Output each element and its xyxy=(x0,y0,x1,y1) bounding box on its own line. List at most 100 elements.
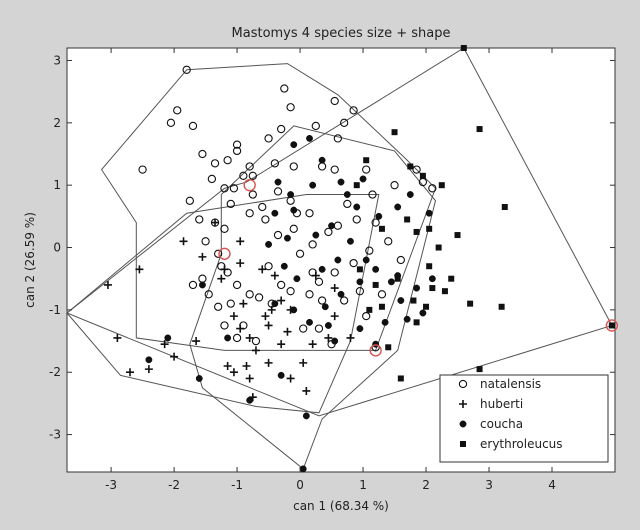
point-huberti-39 xyxy=(311,271,320,280)
legend-label-coucha: coucha xyxy=(480,417,523,431)
point-huberti-19 xyxy=(330,312,339,321)
point-huberti-10 xyxy=(264,358,273,367)
point-natalensis-10 xyxy=(232,146,242,156)
point-erythroleucus-10 xyxy=(394,275,401,282)
point-natalensis-69 xyxy=(339,296,349,305)
y-tick-label-3: 0 xyxy=(53,241,61,255)
point-natalensis-6 xyxy=(277,124,286,134)
point-natalensis-93 xyxy=(286,103,295,112)
point-coucha-43 xyxy=(343,191,351,198)
point-huberti-1 xyxy=(236,237,245,246)
point-coucha-46 xyxy=(337,290,345,298)
y-tick-label-1: 2 xyxy=(53,116,61,130)
point-natalensis-80 xyxy=(390,181,399,190)
point-huberti-2 xyxy=(236,259,245,268)
point-huberti-12 xyxy=(229,368,238,377)
legend-entry-huberti: huberti xyxy=(459,397,523,411)
x-tick-label-1: -2 xyxy=(168,478,180,492)
point-natalensis-23 xyxy=(185,196,194,205)
point-natalensis-3 xyxy=(188,121,198,131)
x-tick-label-7: 4 xyxy=(548,478,556,492)
y-axis-label: can 2 (26.59 %) xyxy=(23,212,37,308)
legend-marker-natalensis xyxy=(458,379,468,389)
point-coucha-45 xyxy=(293,275,301,283)
point-natalensis-33 xyxy=(220,224,229,233)
point-natalensis-52 xyxy=(232,333,242,343)
point-huberti-20 xyxy=(346,333,355,342)
point-huberti-6 xyxy=(261,312,270,321)
legend-marker-coucha xyxy=(459,420,467,428)
chart-title: Mastomys 4 species size + shape xyxy=(232,26,451,41)
point-natalensis-89 xyxy=(343,199,352,209)
point-erythroleucus-30 xyxy=(372,281,379,288)
point-natalensis-18 xyxy=(223,156,232,165)
point-coucha-19 xyxy=(375,212,383,220)
point-erythroleucus-9 xyxy=(501,204,508,210)
point-coucha-53 xyxy=(277,371,285,379)
y-tick-label-5: -2 xyxy=(49,365,61,379)
point-natalensis-59 xyxy=(289,224,298,233)
point-natalensis-47 xyxy=(277,280,286,290)
highlight-point-0 xyxy=(218,247,231,260)
point-coucha-4 xyxy=(353,203,361,211)
y-tick-label-4: -1 xyxy=(49,303,61,317)
point-natalensis-68 xyxy=(314,277,324,286)
point-erythroleucus-11 xyxy=(426,263,433,270)
point-huberti-24 xyxy=(103,280,112,289)
point-erythroleucus-20 xyxy=(378,225,385,232)
y-tick-label-2: 1 xyxy=(53,178,61,192)
point-natalensis-7 xyxy=(339,118,349,127)
point-natalensis-39 xyxy=(188,280,198,290)
point-natalensis-50 xyxy=(317,296,327,305)
point-natalensis-82 xyxy=(362,165,371,174)
point-natalensis-1 xyxy=(173,106,182,115)
point-natalensis-46 xyxy=(226,299,235,308)
point-natalensis-90 xyxy=(330,96,339,106)
legend-marker-huberti xyxy=(459,400,467,408)
point-huberti-42 xyxy=(283,327,292,336)
point-huberti-26 xyxy=(192,337,201,346)
point-erythroleucus-4 xyxy=(438,182,445,189)
point-natalensis-54 xyxy=(251,336,261,346)
point-erythroleucus-3 xyxy=(419,172,426,179)
point-natalensis-86 xyxy=(261,215,270,224)
point-coucha-15 xyxy=(372,340,380,348)
point-huberti-28 xyxy=(242,362,251,370)
legend-box xyxy=(439,374,609,463)
point-natalensis-43 xyxy=(254,293,264,302)
point-huberti-17 xyxy=(286,374,295,383)
legend-entry-erythroleucus: erythroleucus xyxy=(460,437,563,451)
point-natalensis-70 xyxy=(355,287,365,296)
point-huberti-9 xyxy=(277,340,286,349)
point-coucha-33 xyxy=(306,318,313,326)
point-natalensis-35 xyxy=(214,249,223,258)
point-natalensis-61 xyxy=(352,215,361,224)
point-natalensis-40 xyxy=(204,290,213,299)
point-natalensis-34 xyxy=(201,237,210,246)
x-axis-label: can 1 (68.34 %) xyxy=(293,499,389,513)
point-coucha-36 xyxy=(299,465,307,473)
point-natalensis-4 xyxy=(232,140,242,149)
hull-natalensis xyxy=(100,63,437,351)
legend-label-erythroleucus: erythroleucus xyxy=(480,437,563,451)
point-erythroleucus-13 xyxy=(467,300,474,307)
point-erythroleucus-16 xyxy=(413,319,420,326)
point-natalensis-29 xyxy=(258,202,267,212)
x-tick-label-5: 2 xyxy=(422,478,430,492)
point-natalensis-49 xyxy=(305,290,314,299)
point-natalensis-56 xyxy=(308,240,317,249)
point-coucha-50 xyxy=(198,281,206,289)
point-natalensis-65 xyxy=(365,246,374,255)
point-natalensis-66 xyxy=(349,258,358,268)
legend: natalensis huberti coucha erythroleucus xyxy=(439,374,609,463)
point-erythroleucus-26 xyxy=(378,303,385,310)
point-natalensis-30 xyxy=(245,209,254,218)
point-coucha-9 xyxy=(318,265,326,273)
point-huberti-38 xyxy=(267,305,276,314)
point-coucha-8 xyxy=(334,256,342,264)
point-natalensis-20 xyxy=(207,174,217,184)
point-erythroleucus-2 xyxy=(407,163,414,170)
point-coucha-31 xyxy=(271,209,279,217)
point-natalensis-21 xyxy=(229,184,239,193)
point-coucha-6 xyxy=(346,237,354,245)
